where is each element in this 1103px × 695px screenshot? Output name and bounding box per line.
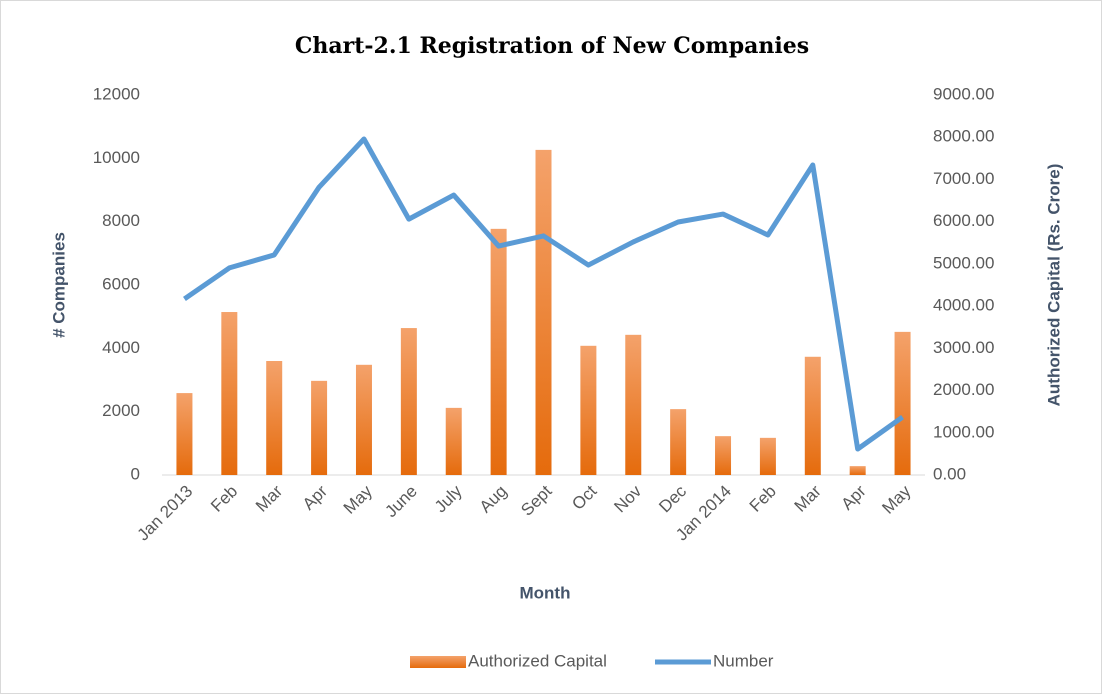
legend-label: Number xyxy=(713,651,774,670)
bar xyxy=(221,312,238,475)
bar xyxy=(625,334,642,475)
bar xyxy=(400,328,417,475)
y-tick-label: 4000 xyxy=(102,338,140,357)
y2-tick-label: 0.00 xyxy=(933,464,966,483)
bar xyxy=(580,345,597,475)
y2-axis-title: Authorized Capital (Rs. Crore) xyxy=(1044,164,1063,407)
bar xyxy=(715,436,732,475)
y-tick-label: 0 xyxy=(131,464,140,483)
bar xyxy=(355,364,372,475)
bar xyxy=(445,407,462,475)
y2-tick-label: 4000.00 xyxy=(933,296,994,315)
bar xyxy=(311,380,328,475)
bar xyxy=(894,331,911,475)
bar xyxy=(490,228,507,475)
y2-tick-label: 7000.00 xyxy=(933,169,994,188)
legend-swatch xyxy=(410,656,466,668)
y2-tick-label: 5000.00 xyxy=(933,253,994,272)
y2-tick-label: 2000.00 xyxy=(933,380,994,399)
y2-tick-label: 1000.00 xyxy=(933,422,994,441)
y-tick-label: 8000 xyxy=(102,211,140,230)
chart-title: Chart-2.1 Registration of New Companies xyxy=(295,33,809,59)
y-tick-label: 6000 xyxy=(102,274,140,293)
bar xyxy=(535,149,552,475)
y2-tick-label: 9000.00 xyxy=(933,84,994,103)
y-tick-label: 12000 xyxy=(93,84,140,103)
bar xyxy=(804,356,821,475)
y2-tick-label: 6000.00 xyxy=(933,211,994,230)
bar xyxy=(176,393,193,475)
x-axis-title: Month xyxy=(520,583,571,602)
bar xyxy=(670,409,687,475)
y-tick-label: 2000 xyxy=(102,401,140,420)
bar xyxy=(266,361,283,475)
legend-label: Authorized Capital xyxy=(468,651,607,670)
bar xyxy=(759,437,776,475)
y2-tick-label: 8000.00 xyxy=(933,127,994,146)
bar xyxy=(849,466,866,475)
y-tick-label: 10000 xyxy=(93,148,140,167)
y-axis-title: # Companies xyxy=(49,232,68,338)
y2-tick-label: 3000.00 xyxy=(933,338,994,357)
line-series xyxy=(183,136,905,452)
